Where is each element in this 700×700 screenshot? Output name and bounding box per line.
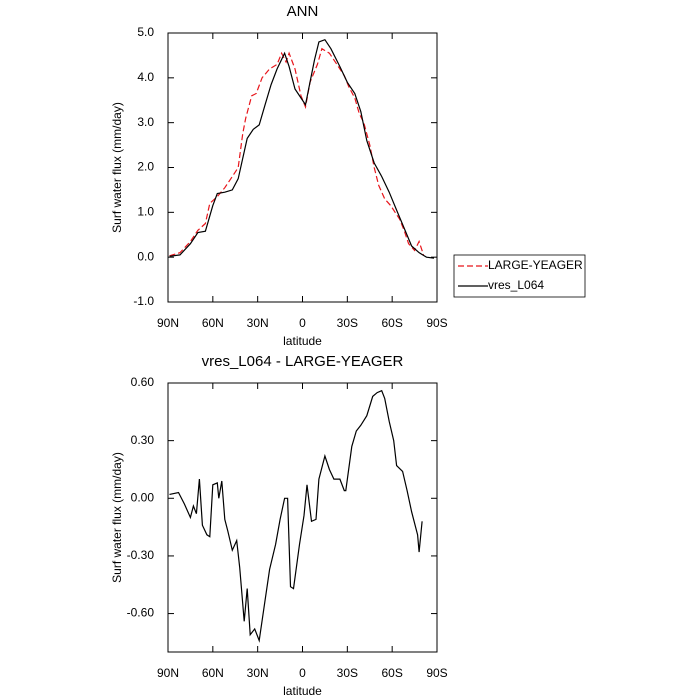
chart-title: ANN bbox=[287, 3, 319, 20]
legend-label: vres_L064 bbox=[488, 278, 544, 292]
x-tick-label: 60S bbox=[381, 666, 402, 680]
x-tick-label: 60N bbox=[202, 666, 224, 680]
legend-label: LARGE-YEAGER bbox=[488, 258, 583, 272]
x-tick-label: 0 bbox=[299, 316, 306, 330]
y-tick-label: 5.0 bbox=[137, 25, 154, 39]
y-tick-label: 0.30 bbox=[131, 433, 155, 447]
y-axis-label: Surf water flux (mm/day) bbox=[110, 452, 124, 583]
x-axis-label: latitude bbox=[283, 334, 322, 348]
x-tick-label: 60S bbox=[381, 316, 402, 330]
y-tick-label: 0.00 bbox=[131, 490, 155, 504]
x-tick-label: 30S bbox=[337, 316, 358, 330]
x-tick-label: 90N bbox=[157, 666, 179, 680]
x-tick-label: 90S bbox=[426, 316, 447, 330]
chart-title: vres_L064 - LARGE-YEAGER bbox=[202, 353, 404, 370]
y-tick-label: 1.0 bbox=[137, 205, 154, 219]
y-tick-label: 0.0 bbox=[137, 249, 154, 263]
plot-frame bbox=[167, 382, 438, 653]
x-tick-label: 0 bbox=[299, 666, 306, 680]
y-axis-label: Surf water flux (mm/day) bbox=[110, 102, 124, 233]
plot-frame bbox=[167, 32, 438, 303]
x-tick-label: 90N bbox=[157, 316, 179, 330]
y-tick-label: 3.0 bbox=[137, 115, 154, 129]
x-tick-label: 30S bbox=[337, 666, 358, 680]
x-tick-label: 60N bbox=[202, 316, 224, 330]
x-axis-label: latitude bbox=[283, 684, 322, 698]
data-line bbox=[169, 38, 435, 259]
y-tick-label: 0.60 bbox=[131, 375, 155, 389]
data-line bbox=[169, 389, 423, 643]
legend-box bbox=[453, 254, 586, 298]
x-tick-label: 30N bbox=[247, 316, 269, 330]
y-tick-label: -1.0 bbox=[133, 294, 154, 308]
data-line bbox=[169, 47, 425, 257]
y-tick-label: -0.30 bbox=[127, 548, 155, 562]
y-tick-label: 4.0 bbox=[137, 70, 154, 84]
y-tick-label: -0.60 bbox=[127, 606, 155, 620]
y-tick-label: 2.0 bbox=[137, 160, 154, 174]
x-tick-label: 30N bbox=[247, 666, 269, 680]
x-tick-label: 90S bbox=[426, 666, 447, 680]
